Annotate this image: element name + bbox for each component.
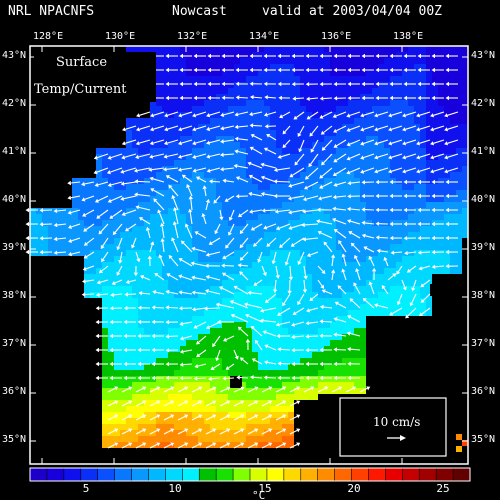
- lat-tick-label-right: 38°N: [471, 290, 496, 301]
- axis-ticks: [30, 46, 468, 464]
- colorbar-swatch: [419, 468, 437, 481]
- lat-tick-label-right: 41°N: [471, 146, 496, 157]
- colorbar-swatch: [46, 468, 65, 481]
- colorbar-swatch: [114, 468, 132, 481]
- lat-tick-label-left: 39°N: [2, 242, 27, 253]
- colorbar-swatch: [80, 468, 99, 481]
- lat-tick-label-left: 37°N: [2, 338, 27, 349]
- header-source: NRL NPACNFS: [8, 4, 95, 19]
- lat-tick-label-left: 38°N: [2, 290, 27, 301]
- colorbar-swatch: [334, 468, 352, 481]
- scale-vector-label: 10 cm/s: [373, 415, 421, 429]
- colorbar-swatch: [266, 468, 285, 481]
- header-product: Nowcast: [172, 4, 227, 19]
- colorbar-swatch: [182, 468, 200, 481]
- lat-tick-label-right: 42°N: [471, 98, 496, 109]
- colorbar-swatch: [131, 468, 149, 481]
- colorbar-swatch: [283, 468, 302, 481]
- lon-tick-label: 128°E: [33, 31, 64, 42]
- colorbar-tick-label: 15: [258, 482, 272, 495]
- colorbar-unit: °C: [252, 489, 266, 500]
- colorbar-swatch: [63, 468, 82, 481]
- lon-tick-label: 136°E: [321, 31, 352, 42]
- panel-label-backing: [34, 52, 156, 102]
- colorbar-swatch: [250, 468, 268, 481]
- lat-tick-label-left: 41°N: [2, 146, 27, 157]
- colorbar-swatch: [199, 468, 217, 481]
- lat-tick-label-right: 39°N: [471, 242, 496, 253]
- lat-tick-label-left: 36°N: [2, 386, 27, 397]
- lat-tick-label-left: 40°N: [2, 194, 27, 205]
- colorbar-swatch: [436, 468, 454, 481]
- lon-tick-label: 132°E: [177, 31, 208, 42]
- colorbar-tick-label: 20: [347, 482, 361, 495]
- lon-tick-label: 130°E: [105, 31, 136, 42]
- lat-tick-label-left: 43°N: [2, 50, 27, 61]
- colorbar-tick-label: 5: [82, 482, 90, 495]
- colorbar-tick-label: 25: [436, 482, 450, 495]
- panel-label-line2: Temp/Current: [34, 82, 127, 97]
- lat-tick-label-left: 35°N: [2, 434, 27, 445]
- colorbar-swatch: [216, 468, 234, 481]
- lat-tick-label-right: 40°N: [471, 194, 496, 205]
- colorbar-swatch: [233, 468, 251, 481]
- lat-tick-label-right: 36°N: [471, 386, 496, 397]
- lat-tick-label-right: 35°N: [471, 434, 496, 445]
- colorbar-swatch: [30, 468, 48, 481]
- colorbar-swatch: [453, 468, 471, 481]
- colorbar-swatch: [97, 468, 116, 481]
- scale-vector-box: [339, 397, 447, 457]
- map-frame: [29, 45, 469, 465]
- colorbar: [29, 467, 471, 482]
- colorbar-swatch: [351, 468, 369, 481]
- colorbar-swatch: [368, 468, 386, 481]
- colorbar-swatch: [148, 468, 166, 481]
- lat-tick-label-left: 42°N: [2, 98, 27, 109]
- colorbar-tick-label: 10: [168, 482, 182, 495]
- colorbar-swatch: [385, 468, 403, 481]
- panel-label-line1: Surface: [56, 55, 108, 70]
- lon-tick-label: 134°E: [249, 31, 280, 42]
- colorbar-swatch: [300, 468, 319, 481]
- header-valid: valid at 2003/04/04 00Z: [262, 4, 443, 19]
- lon-tick-label: 138°E: [393, 31, 424, 42]
- lat-tick-label-right: 43°N: [471, 50, 496, 61]
- temperature-field: [30, 46, 468, 460]
- lat-tick-label-right: 37°N: [471, 338, 496, 349]
- colorbar-swatch: [402, 468, 420, 481]
- current-vectors: [25, 53, 459, 449]
- colorbar-swatch: [165, 468, 183, 481]
- colorbar-swatch: [317, 468, 336, 481]
